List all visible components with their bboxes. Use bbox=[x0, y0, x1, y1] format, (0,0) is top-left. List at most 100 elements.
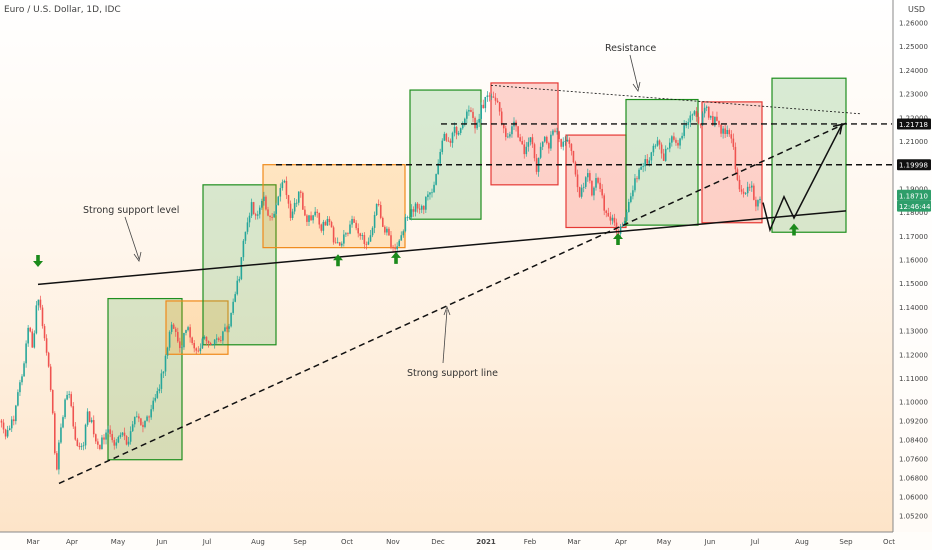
support-line-line[interactable] bbox=[58, 122, 847, 485]
candle-body bbox=[332, 227, 335, 243]
candle-body bbox=[720, 124, 722, 134]
arrow-up-icon bbox=[613, 232, 623, 245]
projection-arrowhead bbox=[832, 123, 843, 135]
candle-body bbox=[560, 139, 562, 147]
candle-body bbox=[242, 240, 245, 258]
candle-body bbox=[322, 221, 325, 231]
zone-box-green[interactable] bbox=[409, 89, 482, 220]
zone-box-red[interactable] bbox=[490, 82, 559, 186]
candle-body bbox=[392, 246, 394, 249]
candle-body bbox=[213, 339, 216, 344]
time-tick-label: 2021 bbox=[476, 538, 496, 546]
price-badge bbox=[897, 200, 931, 212]
candle-body bbox=[466, 111, 468, 119]
candle-body bbox=[291, 211, 294, 218]
candle-body bbox=[628, 201, 630, 213]
candle-body bbox=[13, 419, 15, 422]
candle-body bbox=[300, 191, 302, 193]
price-tick-label: 1.12000 bbox=[899, 351, 928, 359]
candle-body bbox=[615, 222, 618, 232]
candle-body bbox=[304, 209, 306, 216]
candle-body bbox=[597, 178, 599, 183]
candle-body bbox=[384, 226, 386, 233]
time-tick-label: May bbox=[657, 538, 671, 546]
candle-body bbox=[406, 217, 409, 219]
candle-body bbox=[66, 394, 68, 400]
price-tick-label: 1.08400 bbox=[899, 437, 928, 445]
price-tick-label: 1.22000 bbox=[899, 114, 928, 122]
candle-body bbox=[507, 136, 509, 138]
candle-body bbox=[60, 427, 62, 443]
candle-body bbox=[505, 128, 507, 137]
candle-body bbox=[363, 235, 366, 244]
candle-body bbox=[246, 222, 249, 232]
candle-body bbox=[377, 203, 380, 206]
candle-body bbox=[461, 124, 464, 129]
price-tick-label: 1.11000 bbox=[899, 375, 928, 383]
candle-body bbox=[197, 350, 200, 352]
candle-body bbox=[353, 219, 355, 223]
candle-body bbox=[72, 406, 75, 427]
candle-body bbox=[468, 110, 470, 112]
candle-body bbox=[158, 388, 161, 392]
candle-body bbox=[207, 341, 210, 344]
candle-body bbox=[361, 235, 364, 236]
candle-body bbox=[308, 215, 310, 222]
candle-body bbox=[371, 227, 374, 236]
arrow-up-icon bbox=[789, 223, 799, 236]
candle-body bbox=[543, 136, 546, 142]
zone-box-red[interactable] bbox=[701, 101, 763, 224]
price-tick-label: 1.06800 bbox=[899, 474, 928, 482]
candle-body bbox=[164, 355, 167, 372]
candle-body bbox=[492, 96, 495, 98]
candle-body bbox=[574, 162, 577, 175]
candle-body bbox=[673, 136, 675, 140]
candle-body bbox=[27, 327, 29, 344]
annotation-support-line-pointer-head bbox=[443, 305, 451, 316]
candle-body bbox=[402, 231, 405, 236]
price-tick-label: 1.19000 bbox=[899, 185, 928, 193]
candle-body bbox=[519, 137, 521, 142]
support-level-line[interactable] bbox=[37, 210, 847, 286]
candle-body bbox=[119, 434, 122, 437]
candle-body bbox=[177, 331, 179, 342]
candle-body bbox=[677, 142, 679, 146]
chart-title: Euro / U.S. Dollar, 1D, IDC bbox=[4, 5, 121, 15]
candle-body bbox=[133, 416, 136, 425]
candle-body bbox=[509, 134, 511, 137]
time-axis-background bbox=[0, 532, 932, 550]
candle-body bbox=[103, 437, 105, 440]
candle-body bbox=[757, 200, 759, 207]
zone-box-green[interactable] bbox=[771, 77, 847, 233]
candle-body bbox=[343, 234, 345, 244]
projection-line[interactable] bbox=[762, 124, 843, 233]
candle-body bbox=[664, 148, 667, 161]
candle-body bbox=[279, 188, 282, 197]
candle-body bbox=[330, 222, 333, 228]
price-badge-label: 1.21718 bbox=[899, 121, 928, 129]
candle-body bbox=[546, 136, 548, 144]
candle-body bbox=[238, 279, 241, 281]
candle-body bbox=[632, 190, 634, 197]
time-tick-label: Oct bbox=[883, 538, 895, 546]
annotation-resistance-pointer bbox=[629, 54, 639, 89]
candle-body bbox=[29, 327, 31, 332]
candle-body bbox=[470, 110, 472, 112]
candle-body bbox=[619, 226, 622, 234]
candle-body bbox=[472, 111, 474, 118]
candle-body bbox=[320, 224, 323, 231]
candle-body bbox=[724, 128, 726, 135]
candle-body bbox=[642, 166, 644, 168]
candle-body bbox=[187, 327, 189, 331]
price-badge bbox=[897, 159, 931, 171]
candle-body bbox=[408, 217, 411, 218]
zone-box-green[interactable] bbox=[625, 98, 699, 226]
resistance-line[interactable] bbox=[490, 84, 861, 115]
zone-box-green[interactable] bbox=[202, 184, 277, 346]
candle-body bbox=[228, 326, 230, 329]
candle-body bbox=[203, 336, 206, 339]
candle-body bbox=[256, 214, 259, 216]
candle-body bbox=[404, 217, 407, 232]
